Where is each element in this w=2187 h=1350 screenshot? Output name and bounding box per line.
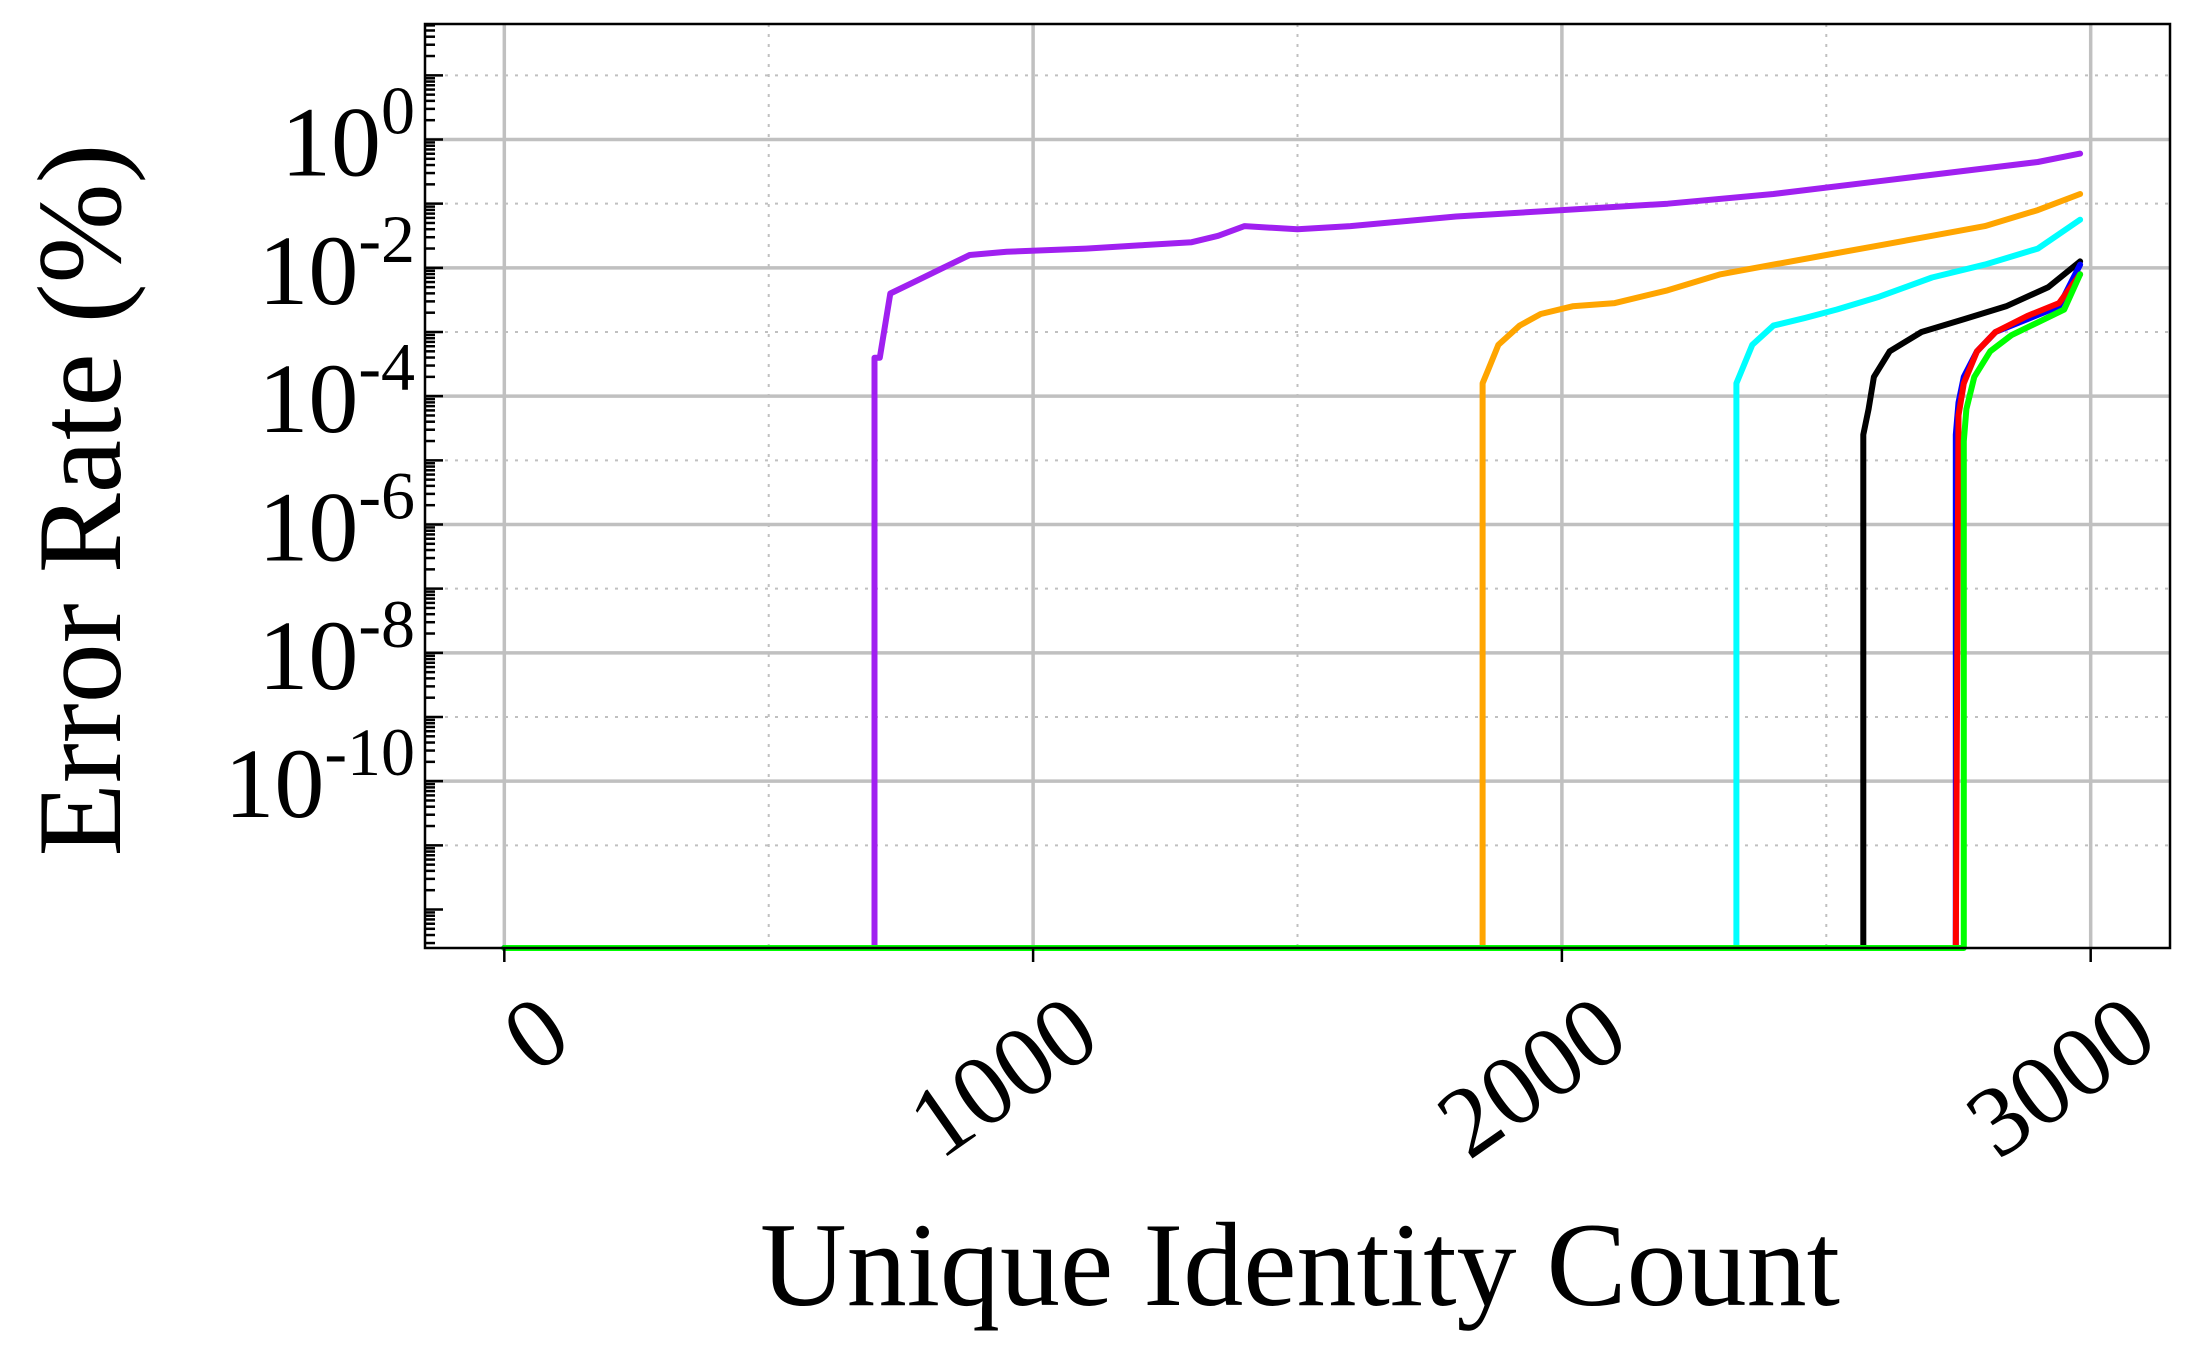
y-tick-exponent: -2 (358, 201, 415, 277)
y-tick-exponent: 0 (381, 73, 415, 149)
series-line-3 (501, 216, 2084, 951)
y-tick-label: 10-8 (258, 586, 415, 711)
y-tick-label: 10-10 (224, 714, 415, 839)
y-tick-base: 10 (258, 600, 358, 711)
series-group (501, 150, 2084, 951)
y-tick-exponent: -10 (324, 714, 415, 790)
grid-major (425, 24, 2170, 948)
y-tick-exponent: -4 (358, 329, 415, 405)
x-tick-label: 3000 (1947, 973, 2174, 1179)
series-line-6 (1952, 271, 2084, 951)
x-tick-label: 1000 (889, 973, 1116, 1179)
series-line-2 (501, 191, 2084, 951)
x-ticks (503, 948, 2092, 962)
y-tick-label: 100 (281, 73, 415, 198)
series-line-5 (501, 261, 2084, 951)
grid-minor (425, 24, 2170, 948)
x-tick-label: 2000 (1418, 973, 1645, 1179)
series-line-1 (501, 150, 2084, 951)
x-axis-title: Unique Identity Count (760, 1198, 1840, 1331)
y-tick-base: 10 (258, 343, 358, 454)
y-tick-base: 10 (258, 472, 358, 583)
y-tick-label: 10-2 (258, 201, 415, 326)
series-line-7 (501, 271, 2084, 951)
y-tick-base: 10 (281, 87, 381, 198)
series-line-4 (501, 258, 2084, 951)
y-tick-label: 10-4 (258, 329, 415, 454)
y-minor-ticks (425, 24, 443, 945)
y-tick-exponent: -6 (358, 458, 415, 534)
y-tick-base: 10 (258, 215, 358, 326)
y-tick-exponent: -8 (358, 586, 415, 662)
x-tick-labels: 0 1000 2000 3000 (483, 973, 2174, 1179)
y-axis-title: Error Rate (%) (13, 144, 146, 857)
x-tick-label: 0 (483, 973, 588, 1093)
y-tick-label: 10-6 (258, 458, 415, 583)
y-tick-base: 10 (224, 728, 324, 839)
